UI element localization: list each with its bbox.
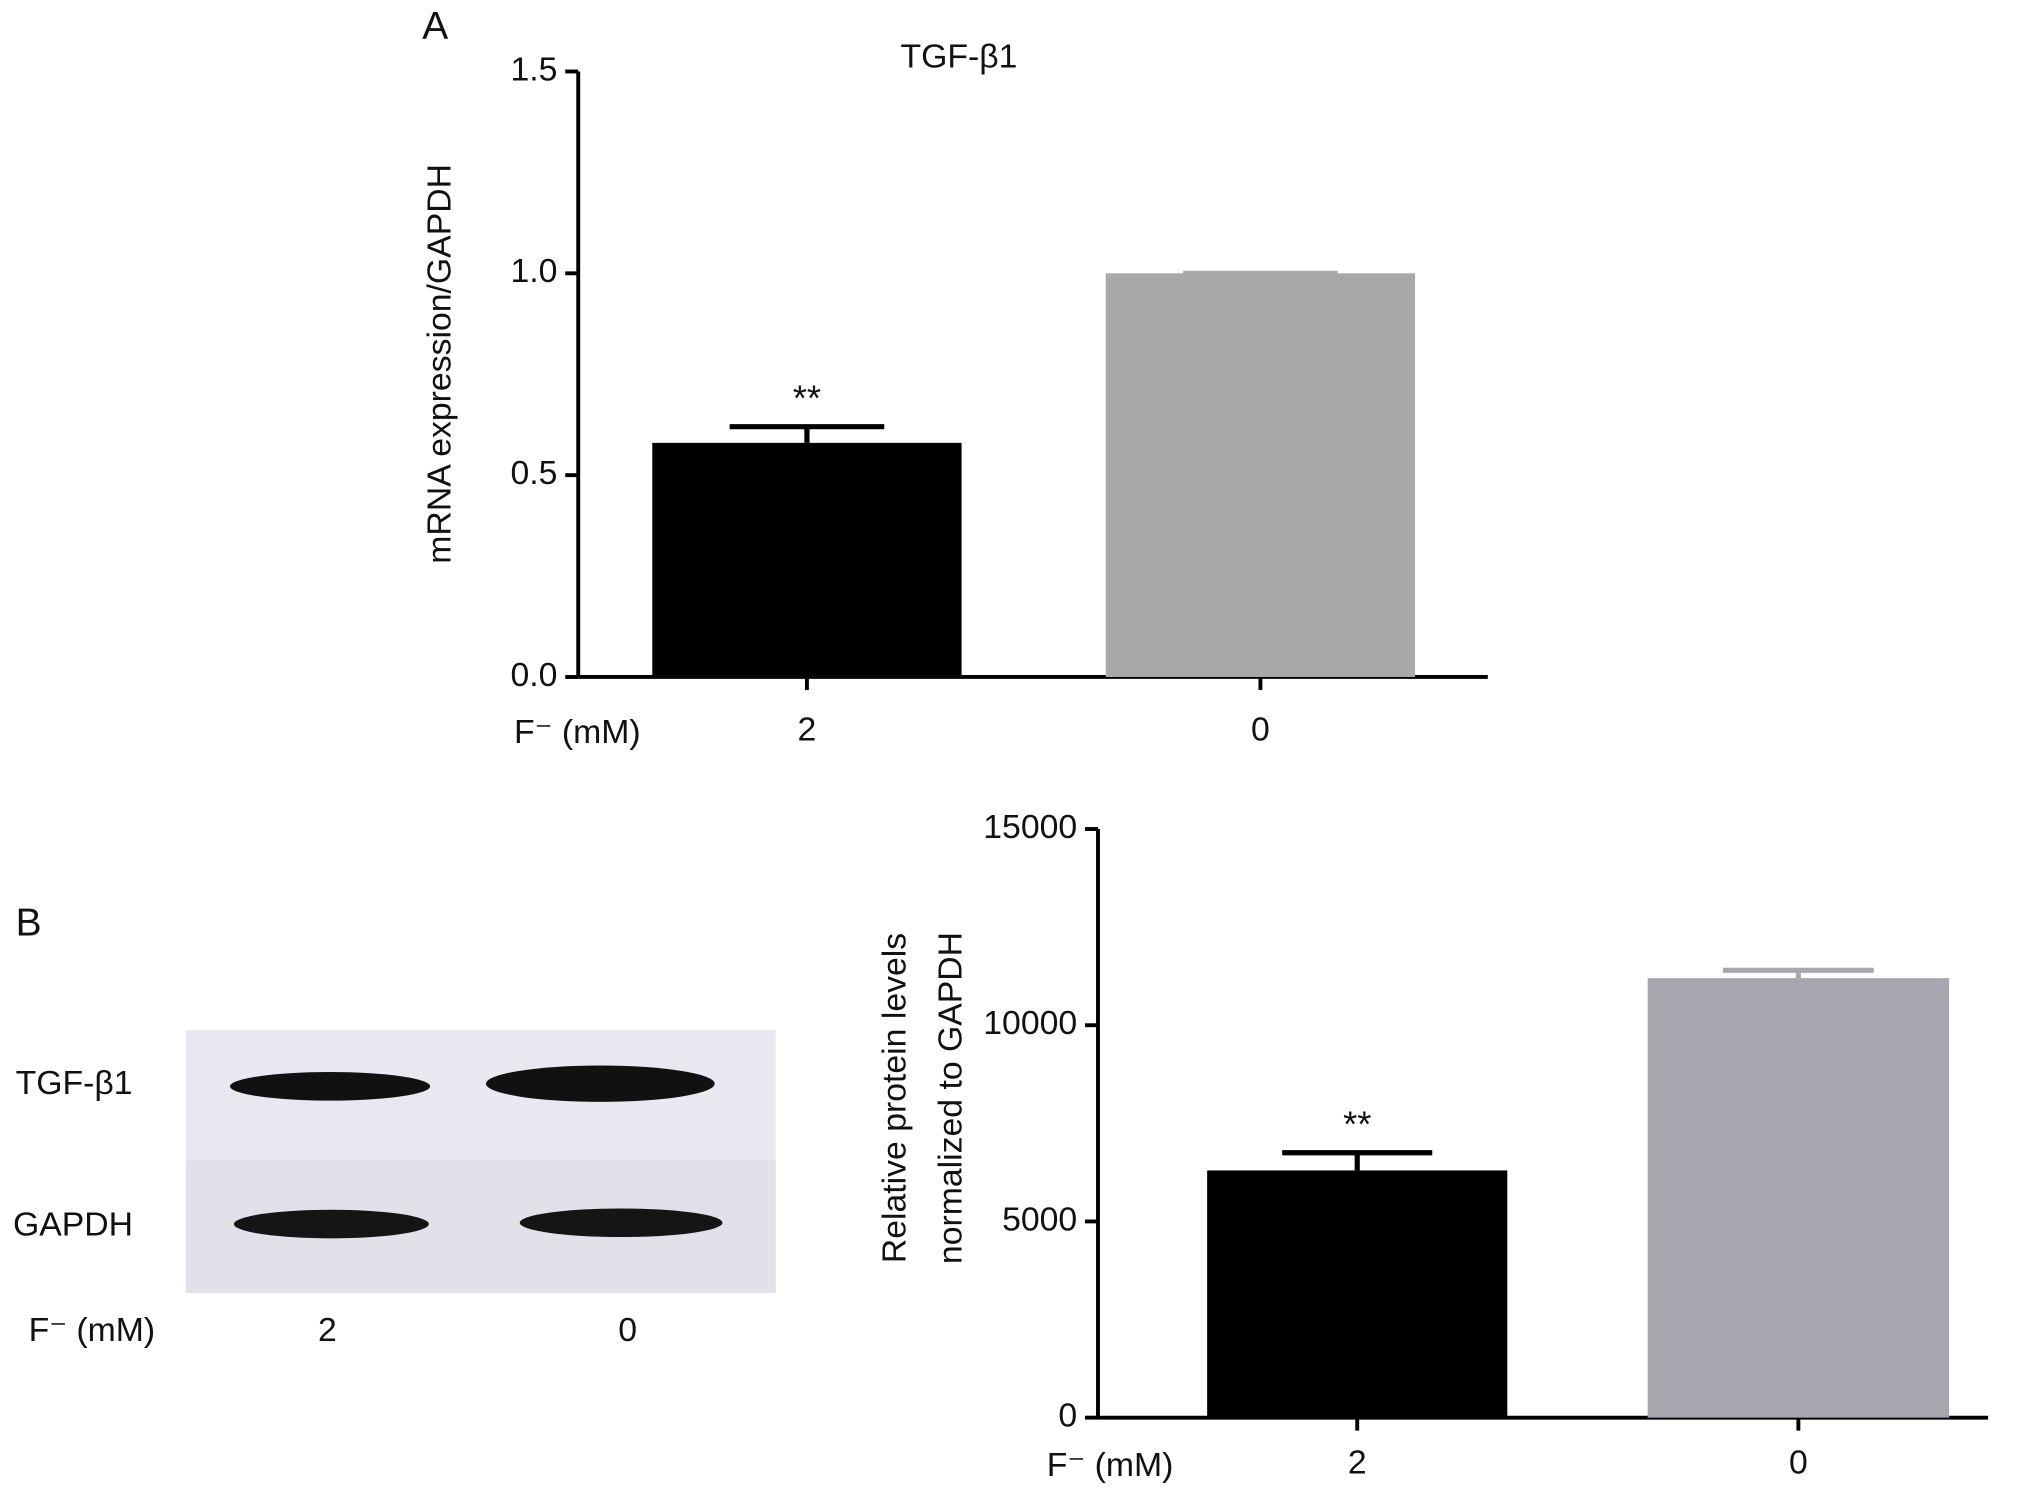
western-blot: TGF-β1 GAPDH F⁻ (mM) 2 0 bbox=[13, 1030, 776, 1349]
significance-label: ** bbox=[793, 377, 821, 418]
blot-x-label: F⁻ (mM) bbox=[29, 1311, 156, 1349]
blot-band bbox=[485, 1065, 715, 1102]
chart: Relative protein levels normalized to GAP… bbox=[876, 808, 1989, 1484]
x-axis-label: F⁻ (mM) bbox=[1047, 1446, 1174, 1484]
x-tick-label: 2 bbox=[798, 710, 817, 748]
blot-band bbox=[229, 1072, 431, 1101]
y-axis-label: normalized to GAPDH bbox=[931, 932, 969, 1264]
panel-label: A bbox=[422, 5, 448, 48]
bar bbox=[1647, 978, 1950, 1418]
significance-label: ** bbox=[1343, 1103, 1371, 1144]
panel-label: B bbox=[16, 901, 42, 944]
error-bar bbox=[1282, 1150, 1433, 1171]
x-tick-label: 0 bbox=[1789, 1443, 1808, 1481]
y-tick-label: 5000 bbox=[1002, 1200, 1077, 1238]
blot-lane-label: 2 bbox=[318, 1311, 337, 1349]
y-tick-label: 0.0 bbox=[510, 656, 557, 694]
error-bar bbox=[1723, 967, 1874, 979]
chart-title: TGF-β1 bbox=[900, 37, 1017, 75]
figure-content: A B TGF-β1 GAPDH F⁻ (mM) 2 0 TGF-β1 mRNA … bbox=[13, 5, 1989, 1484]
error-bar bbox=[729, 424, 885, 443]
y-tick-label: 0 bbox=[1058, 1397, 1077, 1435]
blot-row-label: GAPDH bbox=[13, 1206, 133, 1244]
y-tick-label: 10000 bbox=[983, 1004, 1077, 1042]
x-tick-label: 2 bbox=[1348, 1443, 1367, 1481]
blot-lane-label: 0 bbox=[618, 1311, 637, 1349]
bar bbox=[1207, 1170, 1508, 1418]
y-axis-label: Relative protein levels bbox=[876, 933, 914, 1263]
y-axis-label: mRNA expression/GAPDH bbox=[421, 164, 459, 564]
blot-row-label: TGF-β1 bbox=[16, 1064, 133, 1102]
blot-band bbox=[233, 1209, 429, 1239]
y-tick-label: 1.5 bbox=[510, 50, 557, 88]
chart: TGF-β1 mRNA expression/GAPDH F⁻ (mM) 0.0 0.5… bbox=[421, 37, 1488, 751]
blot-band bbox=[519, 1208, 723, 1238]
bar bbox=[652, 442, 962, 677]
bar bbox=[1105, 273, 1416, 677]
x-axis-label: F⁻ (mM) bbox=[514, 713, 641, 751]
y-tick-label: 15000 bbox=[983, 808, 1077, 846]
x-tick-label: 0 bbox=[1251, 710, 1270, 748]
y-tick-label: 1.0 bbox=[510, 252, 557, 290]
y-tick-label: 0.5 bbox=[510, 454, 557, 492]
